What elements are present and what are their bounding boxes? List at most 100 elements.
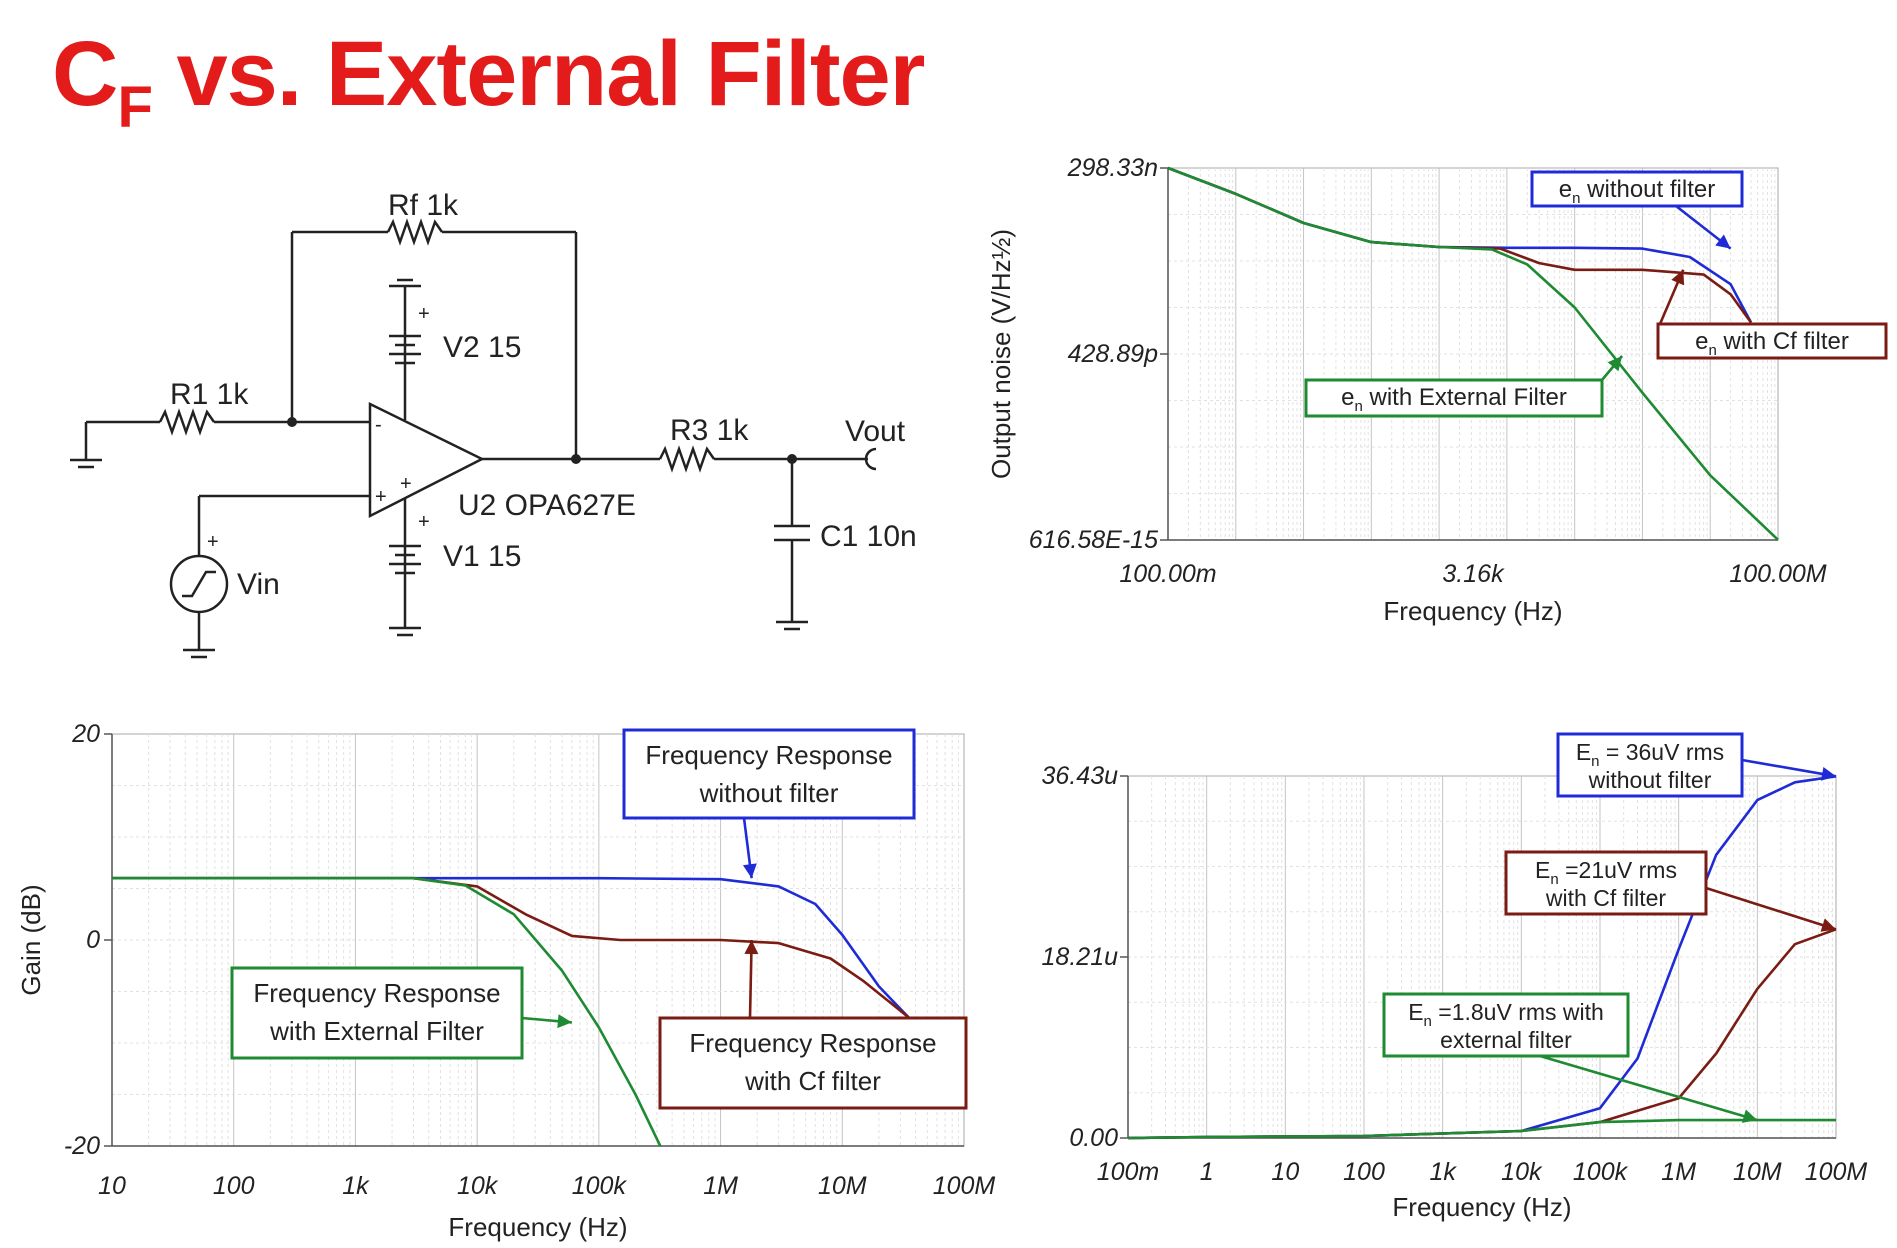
x-tick-label: 1k — [1429, 1158, 1457, 1186]
callout-line-1: Frequency Response — [689, 1028, 936, 1058]
callout-text: en with Cf filter — [1695, 328, 1849, 359]
callout-box — [1656, 322, 1888, 360]
callout-arrow-head — [1821, 767, 1836, 781]
x-tick-label: 100 — [213, 1172, 255, 1200]
y-tick-label: 36.43u — [1042, 762, 1119, 790]
opamp-inverting-sign: - — [375, 414, 382, 436]
callout-arrow-line — [1539, 1054, 1758, 1122]
x-tick-label: 1 — [1200, 1158, 1214, 1186]
series-line-without-filter — [112, 876, 910, 1019]
x-tick-label: 10 — [98, 1172, 126, 1200]
series-line-external-filter — [112, 876, 662, 1147]
y-axis-title: Gain (dB) — [16, 884, 46, 995]
callout-line-2: external filter — [1440, 1027, 1572, 1053]
callout-arrow-head — [744, 940, 759, 955]
callout-arrow-line — [1741, 758, 1837, 778]
x-tick-label: 10M — [1733, 1158, 1782, 1186]
x-tick-label: 100.00m — [1119, 560, 1216, 588]
opamp-noninverting-sign: + — [375, 486, 387, 508]
series-line-external-filter — [1127, 1118, 1836, 1140]
opamp-supply-plus-sign: + — [400, 473, 412, 495]
callout-arrow-head — [742, 863, 757, 879]
callout-line-1: En =1.8uV rms with — [1408, 999, 1604, 1030]
vin-step-symbol — [182, 570, 216, 598]
callout-cf-filter: Frequency Response with Cf filter — [658, 939, 968, 1110]
junction-dot-input — [287, 417, 297, 427]
junction-dot-c1 — [787, 454, 797, 464]
label-r1: R1 1k — [170, 378, 249, 411]
x-tick-label: 100M — [933, 1172, 996, 1200]
y-tick-label: 0.00 — [1069, 1124, 1118, 1152]
label-r3: R3 1k — [670, 414, 749, 447]
callout-external-filter: en with External Filter — [1304, 355, 1624, 418]
title-subscript: F — [117, 75, 152, 140]
callout-box — [1504, 850, 1708, 916]
resistor-rf — [386, 218, 444, 246]
x-tick-label: 10k — [457, 1172, 499, 1200]
callout-arrow-head — [1715, 234, 1731, 249]
y-tick-label: 298.33n — [1067, 154, 1158, 182]
x-tick-label: 3.16k — [1442, 560, 1505, 588]
callout-line-1: En =21uV rms — [1535, 857, 1677, 888]
callout-box — [1304, 378, 1604, 418]
callout-box — [658, 1016, 968, 1110]
junction-dot-output — [571, 454, 581, 464]
x-axis-title: Frequency (Hz) — [1383, 596, 1562, 626]
callout-line-2: without filter — [1588, 767, 1712, 793]
y-tick-label: 18.21u — [1042, 943, 1119, 971]
x-tick-label: 1M — [703, 1172, 738, 1200]
label-vin: Vin — [237, 568, 280, 601]
callout-arrow-head — [1607, 355, 1623, 372]
callout-box — [1556, 732, 1744, 798]
slide-title: CF vs. External Filter — [52, 22, 925, 140]
resistor-r1 — [158, 408, 216, 436]
callout-line-2: without filter — [699, 778, 839, 808]
opamp-triangle — [368, 401, 485, 519]
x-tick-label: 10k — [1501, 1158, 1543, 1186]
y-tick-label: -20 — [64, 1132, 100, 1160]
chart-integrated-noise: 100m 1 10 100 1k 10k 100k 1M 10M 100M 36.43u 18.21u… — [1042, 732, 1868, 1222]
callout-without-filter: Frequency Response without filter — [622, 728, 916, 879]
callout-box — [1382, 992, 1630, 1058]
x-tick-label: 100k — [1573, 1158, 1629, 1186]
callout-line-2: with External Filter — [269, 1016, 484, 1046]
label-vout: Vout — [845, 415, 906, 448]
label-opamp: U2 OPA627E — [458, 489, 636, 522]
callout-box — [230, 966, 524, 1060]
label-v1: V1 15 — [443, 540, 521, 573]
callout-line-1: Frequency Response — [253, 978, 500, 1008]
callout-text: en without filter — [1559, 176, 1715, 207]
callout-line-2: with Cf filter — [744, 1066, 881, 1096]
v2-plus-sign: + — [418, 303, 430, 325]
vin-plus-sign: + — [207, 531, 219, 553]
callout-arrow-head — [557, 1014, 572, 1029]
y-tick-label: 616.58E-15 — [1029, 526, 1158, 554]
x-tick-label: 100M — [1805, 1158, 1868, 1186]
x-tick-label: 100.00M — [1729, 560, 1826, 588]
callout-arrow-head — [1741, 1109, 1758, 1123]
callout-arrow-line — [1705, 886, 1837, 931]
vout-terminal — [864, 447, 877, 471]
chart-output-noise: 100.00m 3.16k 100.00M 298.33n 428.89p 616.58E… — [986, 154, 1888, 626]
label-v2: V2 15 — [443, 331, 521, 364]
callout-arrow-head — [1820, 918, 1836, 932]
callout-text: en with External Filter — [1341, 384, 1567, 415]
callout-without-filter: en without filter — [1530, 170, 1744, 250]
x-tick-label: 100m — [1097, 1158, 1160, 1186]
x-tick-label: 1M — [1661, 1158, 1696, 1186]
y-tick-label: 0 — [86, 926, 100, 954]
v1-plus-sign: + — [418, 511, 430, 533]
x-tick-label: 1k — [342, 1172, 370, 1200]
callout-cf-filter: en with Cf filter — [1656, 269, 1888, 360]
callout-box — [1530, 170, 1744, 208]
x-tick-label: 100k — [572, 1172, 628, 1200]
x-axis-title: Frequency (Hz) — [1392, 1192, 1571, 1222]
callout-box — [622, 728, 916, 820]
label-rf: Rf 1k — [388, 189, 459, 222]
label-c1: C1 10n — [820, 520, 917, 553]
callout-external-filter: Frequency Response with External Filter — [230, 966, 572, 1060]
